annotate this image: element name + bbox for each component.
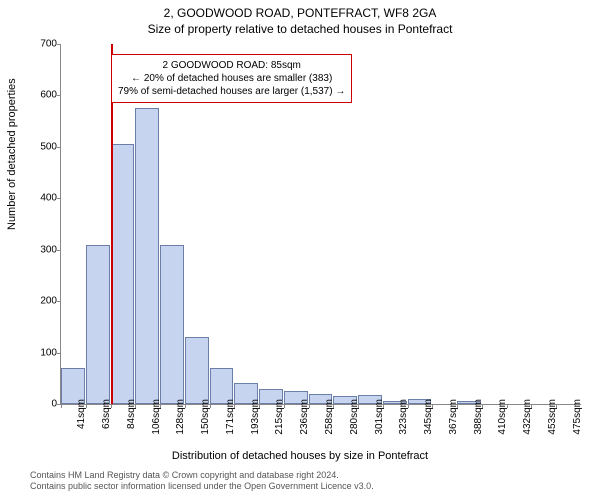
y-tick-label: 500	[21, 141, 57, 152]
y-tick-label: 300	[21, 244, 57, 255]
y-tick-mark	[57, 353, 61, 354]
footer-line2: Contains public sector information licen…	[30, 481, 374, 492]
chart-title-line1: 2, GOODWOOD ROAD, PONTEFRACT, WF8 2GA	[0, 6, 600, 20]
x-tick-mark	[358, 404, 359, 408]
x-tick-mark	[259, 404, 260, 408]
y-tick-mark	[57, 147, 61, 148]
y-tick-label: 600	[21, 90, 57, 101]
y-tick-label: 400	[21, 193, 57, 204]
histogram-bar	[86, 245, 110, 404]
x-tick-mark	[284, 404, 285, 408]
footer-line1: Contains HM Land Registry data © Crown c…	[30, 470, 374, 481]
y-tick-label: 100	[21, 347, 57, 358]
annotation-line2: ← 20% of detached houses are smaller (38…	[118, 72, 345, 85]
y-tick-label: 700	[21, 39, 57, 50]
x-tick-mark	[383, 404, 384, 408]
x-tick-mark	[111, 404, 112, 408]
y-tick-label: 200	[21, 296, 57, 307]
annotation-line1: 2 GOODWOOD ROAD: 85sqm	[118, 59, 345, 72]
chart-title-line2: Size of property relative to detached ho…	[0, 22, 600, 36]
x-tick-mark	[210, 404, 211, 408]
x-tick-mark	[309, 404, 310, 408]
histogram-bar	[111, 144, 135, 404]
x-tick-mark	[160, 404, 161, 408]
x-tick-mark	[507, 404, 508, 408]
annotation-box: 2 GOODWOOD ROAD: 85sqm← 20% of detached …	[111, 54, 352, 103]
y-tick-mark	[57, 44, 61, 45]
footer-attribution: Contains HM Land Registry data © Crown c…	[30, 470, 374, 492]
x-tick-mark	[432, 404, 433, 408]
x-tick-mark	[556, 404, 557, 408]
annotation-line3: 79% of semi-detached houses are larger (…	[118, 85, 345, 98]
y-tick-mark	[57, 301, 61, 302]
x-tick-mark	[234, 404, 235, 408]
x-tick-mark	[86, 404, 87, 408]
x-tick-mark	[531, 404, 532, 408]
x-tick-label: 475sqm	[572, 399, 583, 435]
y-tick-label: 0	[21, 399, 57, 410]
y-tick-mark	[57, 198, 61, 199]
x-tick-mark	[135, 404, 136, 408]
histogram-bar	[160, 245, 184, 404]
histogram-bar	[185, 337, 209, 404]
y-tick-mark	[57, 95, 61, 96]
x-tick-mark	[457, 404, 458, 408]
plot-area: 010020030040050060070041sqm63sqm84sqm106…	[60, 44, 581, 405]
y-axis-label: Number of detached properties	[6, 78, 18, 230]
x-tick-mark	[482, 404, 483, 408]
x-tick-mark	[185, 404, 186, 408]
x-tick-mark	[61, 404, 62, 408]
x-tick-mark	[408, 404, 409, 408]
x-tick-mark	[333, 404, 334, 408]
histogram-bar	[135, 108, 159, 404]
y-tick-mark	[57, 250, 61, 251]
x-axis-label: Distribution of detached houses by size …	[0, 450, 600, 462]
